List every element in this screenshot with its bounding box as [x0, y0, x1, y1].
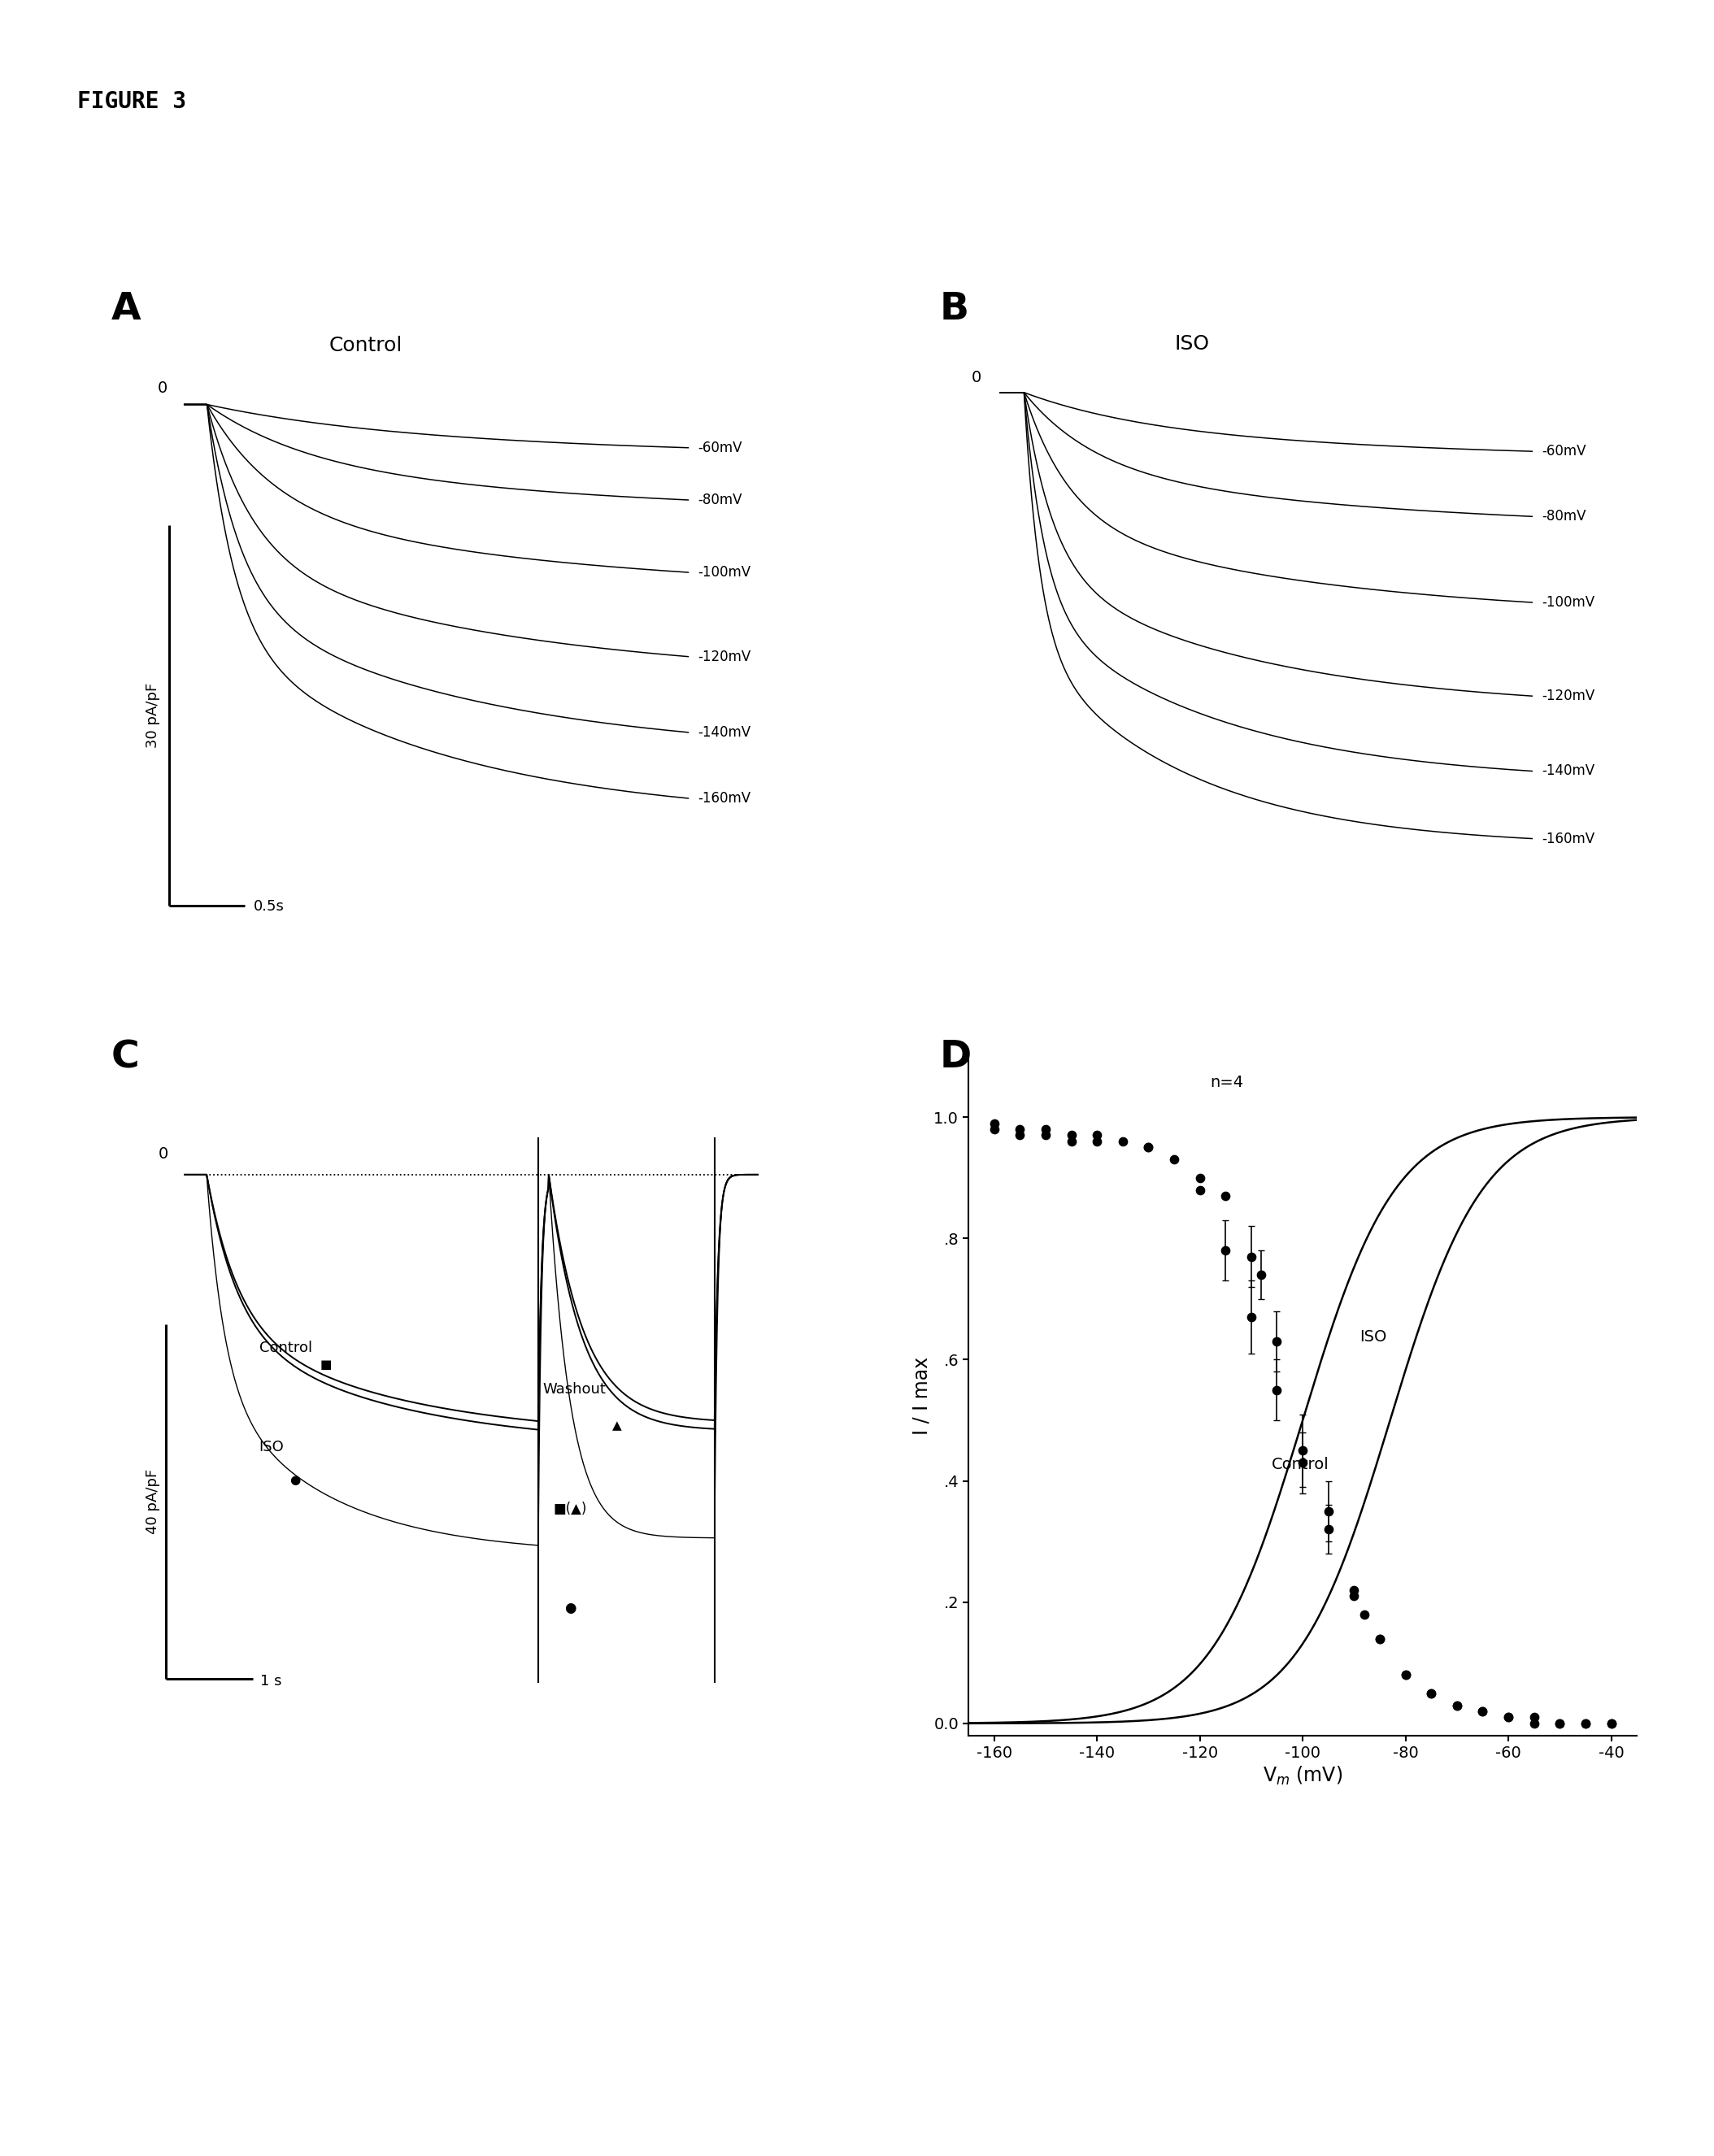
Y-axis label: I / I max: I / I max: [912, 1356, 931, 1436]
Point: [1109, 1123, 1136, 1158]
Text: Washout: Washout: [543, 1382, 607, 1397]
Point: [1520, 1705, 1548, 1740]
Point: [1495, 1701, 1522, 1736]
Point: [1417, 1675, 1445, 1710]
Point: [1083, 1123, 1111, 1158]
Text: 40 pA/pF: 40 pA/pF: [146, 1468, 161, 1535]
Point: [1366, 1621, 1393, 1656]
Point: [980, 1112, 1008, 1147]
Text: ISO: ISO: [259, 1440, 285, 1455]
Text: -60mV: -60mV: [1543, 444, 1585, 459]
Point: [980, 1106, 1008, 1141]
Point: [1340, 1574, 1368, 1608]
Text: -140mV: -140mV: [698, 724, 751, 740]
Text: -100mV: -100mV: [698, 565, 751, 580]
Text: ■(▲): ■(▲): [554, 1503, 586, 1516]
Text: Control: Control: [1272, 1457, 1330, 1473]
Text: n=4: n=4: [1210, 1074, 1244, 1091]
Point: [1340, 1578, 1368, 1613]
Point: [1058, 1123, 1085, 1158]
Point: [1520, 1701, 1548, 1736]
Text: ▲: ▲: [612, 1419, 622, 1432]
Text: D: D: [939, 1039, 972, 1076]
Point: [1212, 1233, 1239, 1268]
Text: ●: ●: [564, 1602, 576, 1615]
Text: 30 pA/pF: 30 pA/pF: [146, 683, 161, 748]
Point: [1006, 1119, 1034, 1153]
Text: -80mV: -80mV: [1543, 509, 1585, 524]
Text: FIGURE 3: FIGURE 3: [77, 91, 187, 114]
Point: [1597, 1705, 1625, 1740]
Point: [1032, 1119, 1059, 1153]
Text: 0: 0: [158, 379, 168, 397]
Point: [1263, 1373, 1291, 1408]
Point: [1006, 1112, 1034, 1147]
Point: [1597, 1705, 1625, 1740]
Point: [1315, 1511, 1342, 1546]
Point: [1417, 1675, 1445, 1710]
Text: ●: ●: [290, 1475, 300, 1485]
Point: [1135, 1130, 1162, 1164]
Point: [1443, 1688, 1471, 1723]
Text: -100mV: -100mV: [1543, 595, 1594, 610]
Point: [1238, 1240, 1265, 1274]
Point: [1366, 1621, 1393, 1656]
Point: [1263, 1324, 1291, 1358]
Point: [1443, 1688, 1471, 1723]
Point: [1248, 1257, 1275, 1291]
Text: 1 s: 1 s: [261, 1673, 281, 1688]
Point: [1083, 1119, 1111, 1153]
Text: A: A: [111, 291, 141, 328]
Point: [1546, 1705, 1573, 1740]
Point: [1546, 1705, 1573, 1740]
Text: 0: 0: [972, 371, 982, 386]
Point: [1392, 1658, 1419, 1692]
Text: -120mV: -120mV: [698, 649, 751, 664]
Text: -120mV: -120mV: [1543, 688, 1596, 703]
Point: [1212, 1179, 1239, 1214]
Text: ISO: ISO: [1174, 334, 1208, 354]
Point: [1186, 1160, 1214, 1194]
Text: ISO: ISO: [1359, 1330, 1387, 1345]
Text: -60mV: -60mV: [698, 440, 742, 455]
Point: [1572, 1705, 1599, 1740]
Text: B: B: [939, 291, 968, 328]
Point: [1289, 1445, 1316, 1479]
Point: [1315, 1494, 1342, 1529]
Text: Control: Control: [259, 1341, 312, 1356]
Point: [1469, 1695, 1496, 1729]
Point: [1469, 1695, 1496, 1729]
Point: [1186, 1173, 1214, 1207]
Text: -160mV: -160mV: [698, 791, 751, 806]
Point: [1289, 1434, 1316, 1468]
Text: Control: Control: [329, 336, 403, 356]
Point: [1058, 1119, 1085, 1153]
Text: -80mV: -80mV: [698, 494, 742, 507]
Text: 0: 0: [159, 1147, 168, 1162]
Point: [1160, 1143, 1188, 1177]
Point: [1238, 1300, 1265, 1335]
Text: C: C: [111, 1039, 139, 1076]
Point: [1032, 1112, 1059, 1147]
Point: [1572, 1705, 1599, 1740]
Point: [1351, 1598, 1378, 1632]
X-axis label: V$_m$ (mV): V$_m$ (mV): [1263, 1766, 1342, 1787]
Text: -160mV: -160mV: [1543, 832, 1594, 845]
Point: [1135, 1130, 1162, 1164]
Point: [1495, 1701, 1522, 1736]
Text: 0.5s: 0.5s: [254, 899, 285, 914]
Text: -140mV: -140mV: [1543, 763, 1594, 778]
Point: [1392, 1658, 1419, 1692]
Text: ■: ■: [321, 1358, 333, 1371]
